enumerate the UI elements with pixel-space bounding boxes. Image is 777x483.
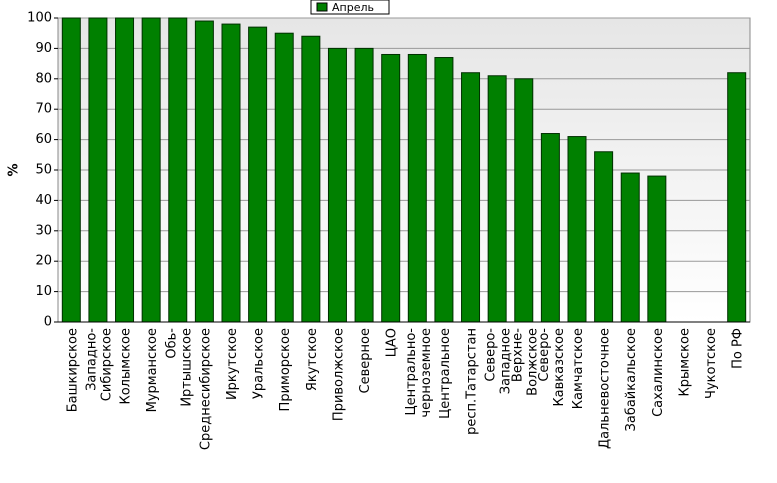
x-tick-label: Забайкальское — [624, 328, 639, 431]
legend-box — [310, 0, 390, 15]
bar — [727, 72, 747, 323]
y-tick-label: 60 — [35, 132, 52, 147]
x-tick-label: Иркутское — [225, 328, 240, 400]
x-tick-label: респ.Татарстан — [465, 328, 480, 435]
y-tick-label: 80 — [35, 71, 52, 86]
x-tick-label: Центральное — [438, 328, 453, 419]
bar — [461, 72, 481, 323]
x-tick-label: Центрально-черноземное — [404, 328, 434, 418]
x-tick-label: Северное — [358, 328, 373, 393]
bar — [168, 17, 188, 323]
x-tick-label: Приморское — [278, 328, 293, 411]
x-tick-label: Сахалинское — [651, 328, 666, 417]
y-tick-label: 40 — [35, 193, 52, 208]
bar — [274, 32, 294, 323]
bar — [594, 151, 614, 323]
bar — [514, 78, 534, 323]
y-tick-label: 90 — [35, 41, 52, 56]
bar — [434, 57, 454, 323]
x-tick-label: Камчатское — [571, 328, 586, 409]
bar — [620, 172, 640, 323]
legend-swatch — [316, 2, 328, 12]
x-tick-label: Северо-Кавказское — [537, 328, 567, 407]
legend-label: Апрель — [332, 1, 374, 14]
y-tick-label: 100 — [27, 11, 52, 26]
x-tick-label: Якутское — [305, 328, 320, 391]
bar — [567, 136, 587, 323]
x-tick-label: По РФ — [731, 328, 746, 369]
bar — [647, 175, 667, 323]
y-tick-label: 0 — [44, 315, 52, 330]
bar — [221, 23, 241, 323]
x-tick-label: Уральское — [252, 328, 267, 399]
bar — [487, 75, 507, 323]
bar — [194, 20, 214, 323]
x-tick-label: Колымское — [119, 328, 134, 405]
x-tick-label: Северо-Западное — [484, 328, 514, 395]
bar — [301, 35, 321, 323]
x-tick-label: Мурманское — [145, 328, 160, 412]
bar — [248, 26, 268, 323]
x-tick-label: Среднесибирское — [198, 328, 213, 450]
y-tick-label: 10 — [35, 284, 52, 299]
y-tick-label: 70 — [35, 102, 52, 117]
x-tick-label: Приволжское — [331, 328, 346, 421]
legend: Апрель — [310, 0, 390, 15]
y-tick-label: 20 — [35, 254, 52, 269]
x-tick-label: Крымское — [677, 328, 692, 397]
bar — [540, 133, 560, 323]
x-tick-label: Обь-Иртышское — [164, 328, 194, 407]
x-tick-label: Чукотское — [704, 328, 719, 399]
y-axis-label: % — [7, 163, 22, 176]
bar — [327, 47, 347, 323]
x-tick-label: Верхне-Волжское — [510, 328, 540, 396]
bar — [354, 47, 374, 323]
x-tick-label: Западно-Сибирское — [84, 328, 114, 402]
x-tick-label: Башкирское — [65, 328, 80, 412]
bar — [115, 17, 135, 323]
x-tick-label: Дальневосточное — [598, 328, 613, 449]
y-tick-label: 50 — [35, 163, 52, 178]
bar — [141, 17, 161, 323]
bar — [88, 17, 108, 323]
bar — [61, 17, 81, 323]
y-tick-label: 30 — [35, 223, 52, 238]
bar — [381, 53, 401, 323]
bar — [407, 53, 427, 323]
x-tick-label: ЦАО — [385, 328, 400, 357]
